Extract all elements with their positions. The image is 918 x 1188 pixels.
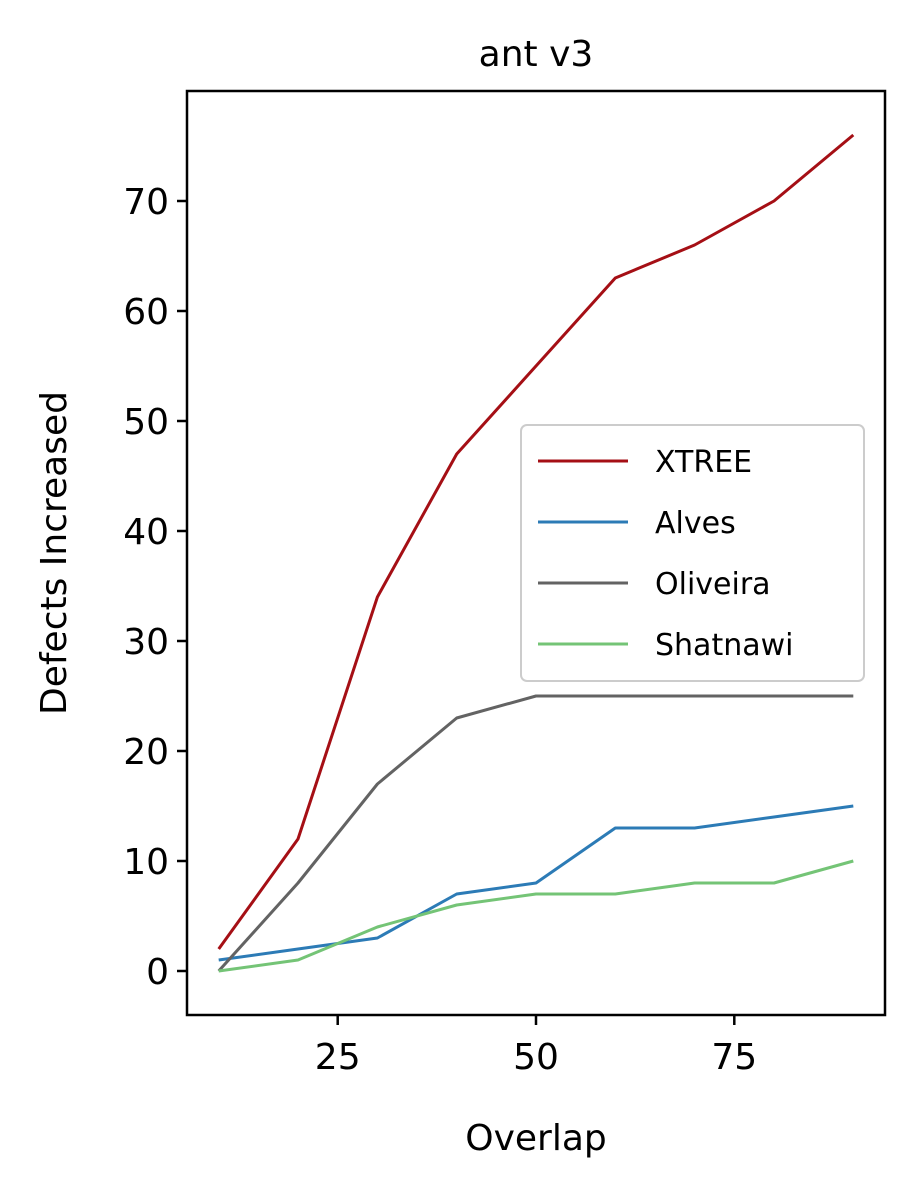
series-line-shatnawi [218, 859, 854, 973]
legend: XTREE Alves Oliveira Shatnawi [520, 424, 865, 682]
series-line-alves [218, 804, 854, 962]
y-tick-label: 10 [123, 842, 169, 883]
legend-label-shatnawi: Shatnawi [655, 628, 793, 663]
x-tick-label: 25 [315, 1037, 361, 1078]
y-tick-label: 0 [146, 952, 169, 993]
x-tick-label: 50 [513, 1037, 559, 1078]
y-tick-label: 30 [123, 622, 169, 663]
y-tick-label: 20 [123, 732, 169, 773]
y-axis-title: Defects Increased [34, 391, 75, 715]
chart-title: ant v3 [479, 34, 594, 75]
y-tick-label: 50 [123, 402, 169, 443]
series-line-oliveira [217, 694, 854, 973]
legend-label-alves: Alves [655, 506, 736, 541]
legend-label-xtree: XTREE [655, 445, 752, 480]
y-tick-label: 40 [123, 512, 169, 553]
legend-box [520, 424, 865, 682]
x-axis-title: Overlap [465, 1118, 607, 1159]
y-axis: 0 10 20 30 40 50 60 70 [123, 182, 187, 993]
x-axis: 25 50 75 [315, 1015, 757, 1078]
x-tick-label: 75 [711, 1037, 757, 1078]
y-tick-label: 70 [123, 182, 169, 223]
y-tick-label: 60 [123, 292, 169, 333]
legend-label-oliveira: Oliveira [655, 567, 771, 602]
plot-lines [217, 133, 855, 973]
series-line-xtree [217, 133, 855, 950]
